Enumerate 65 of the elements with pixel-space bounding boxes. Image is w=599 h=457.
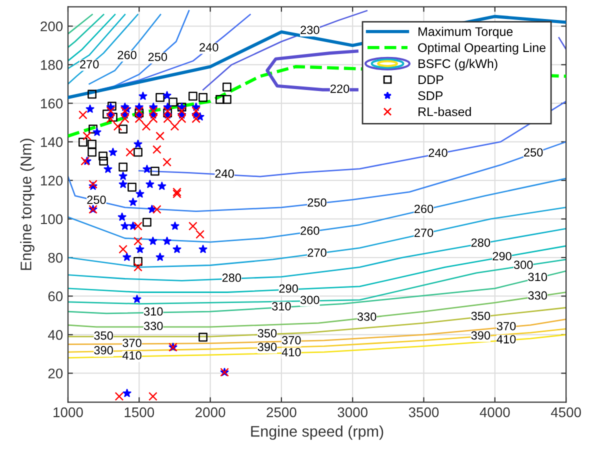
annotation: 250 (87, 196, 106, 204)
y-tick-label: 120 (41, 176, 63, 186)
annotation: 220 (330, 84, 350, 93)
y-tick-label: 180 (41, 60, 63, 70)
annotation: 350 (471, 312, 490, 320)
y-tick-label: 20 (48, 368, 63, 378)
y-tick-label: 100 (41, 214, 63, 224)
legend-label: BSFC (g/kWh) (418, 58, 498, 71)
annotation: 290 (279, 284, 298, 293)
annotation: 410 (282, 348, 301, 356)
x-tick-label: 2500 (266, 407, 296, 418)
annotation: 370 (496, 322, 516, 330)
annotation: 370 (282, 336, 301, 344)
annotation: 390 (258, 342, 277, 352)
annotation: 280 (222, 274, 242, 282)
x-tick-label: 1500 (124, 407, 154, 418)
annotation: 390 (94, 346, 113, 354)
x-axis-title: Engine speed (rpm) (251, 426, 384, 440)
annotation: 270 (414, 228, 434, 237)
y-tick-label: 60 (48, 291, 63, 302)
y-tick-label: 140 (41, 137, 63, 148)
x-tick-label: 3500 (408, 407, 439, 418)
annotation: 270 (80, 60, 99, 68)
annotation: 330 (528, 291, 547, 300)
annotation: 310 (144, 307, 163, 316)
x-tick-label: 4500 (550, 407, 581, 418)
legend-label: RL-based (418, 106, 471, 116)
legend-label: Maximum Torque (418, 26, 513, 39)
annotation: 330 (357, 312, 376, 321)
legend-label: DDP (418, 75, 444, 84)
annotation: 330 (144, 322, 163, 330)
annotation: 350 (94, 331, 113, 340)
annotation: 240 (428, 148, 448, 157)
annotation: 310 (528, 272, 547, 282)
annotation: 260 (118, 50, 136, 60)
legend-label: Optimal Opearting Line (418, 42, 546, 55)
annotation: 250 (308, 198, 326, 207)
x-tick-label: 1000 (54, 407, 83, 418)
annotation: 310 (272, 302, 291, 310)
annotation: 350 (258, 329, 277, 338)
annotation: 230 (300, 26, 320, 34)
annotation: 290 (492, 252, 512, 260)
y-tick-label: 160 (41, 98, 63, 108)
annotation: 300 (514, 260, 533, 269)
y-tick-label: 40 (48, 330, 63, 340)
annotation: 240 (215, 169, 234, 178)
annotation: 410 (496, 335, 516, 344)
annotation: 250 (148, 52, 168, 62)
annotation: 390 (471, 331, 490, 340)
x-tick-label: 4000 (480, 407, 510, 418)
y-tick-label: 200 (40, 21, 63, 32)
annotation: 280 (471, 238, 490, 247)
annotation: 260 (300, 226, 320, 235)
y-tick-label: 80 (48, 252, 63, 263)
annotation: 370 (122, 338, 142, 348)
annotation: 240 (200, 43, 218, 52)
x-tick-label: 2000 (196, 407, 226, 418)
y-axis-title: Engine torque (Nm) (20, 138, 34, 270)
annotation: 260 (414, 204, 434, 214)
annotation: 300 (300, 296, 320, 304)
annotation: 250 (524, 148, 543, 157)
annotation: 270 (308, 248, 326, 257)
legend-label: SDP (418, 91, 443, 100)
x-tick-label: 3000 (338, 407, 368, 418)
annotation: 410 (122, 351, 142, 360)
